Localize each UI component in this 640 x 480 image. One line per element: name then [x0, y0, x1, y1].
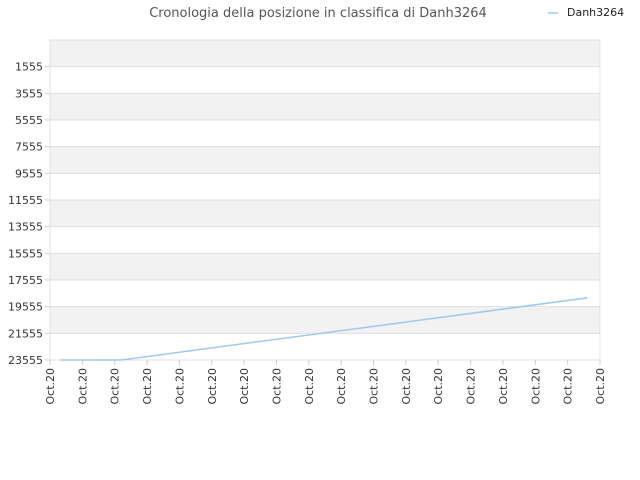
y-tick-label: 21555 — [8, 327, 43, 340]
x-tick-label: Oct.20 — [562, 368, 575, 405]
plot-band — [50, 146, 600, 174]
x-tick-label: Oct.20 — [109, 368, 122, 405]
y-tick-label: 9555 — [15, 167, 43, 180]
y-tick-label: 1555 — [15, 61, 43, 74]
plot-band — [50, 66, 600, 94]
y-tick-label: 13555 — [8, 221, 43, 234]
x-tick-label: Oct.20 — [335, 368, 348, 405]
chart-legend[interactable]: Danh3264 — [548, 6, 624, 19]
x-tick-label: Oct.20 — [368, 368, 381, 405]
x-tick-label: Oct.20 — [529, 368, 542, 405]
plot-band — [50, 200, 600, 227]
x-tick-label: Oct.20 — [400, 368, 413, 405]
plot-band — [50, 306, 600, 334]
plot-band — [50, 253, 600, 280]
y-tick-label: 5555 — [15, 114, 43, 127]
plot-band — [50, 333, 600, 360]
x-tick-label: Oct.20 — [432, 368, 445, 405]
y-tick-label: 17555 — [8, 274, 43, 287]
x-tick-label: Oct.20 — [465, 368, 478, 405]
plot-band — [50, 40, 600, 67]
x-tick-label: Oct.20 — [270, 368, 283, 405]
plot-background-bands — [50, 40, 600, 360]
plot-band — [50, 173, 600, 200]
x-tick-label: Oct.20 — [238, 368, 251, 405]
x-tick-label: Oct.20 — [497, 368, 510, 405]
x-tick-label: Oct.20 — [141, 368, 154, 405]
x-tick-label: Oct.20 — [44, 368, 57, 405]
y-axis: 1555 3555 5555 7555 9555 11555 13555 15555 17555… — [8, 61, 600, 367]
y-tick-label: 19555 — [8, 301, 43, 314]
y-tick-label: 15555 — [8, 247, 43, 260]
series-line-Danh3264 — [59, 297, 588, 361]
plot-band — [50, 226, 600, 254]
plot-band — [50, 280, 600, 307]
y-tick-label: 3555 — [15, 87, 43, 100]
y-tick-label: 11555 — [8, 194, 43, 207]
plot-band — [50, 93, 600, 120]
x-tick-label: Oct.20 — [173, 368, 186, 405]
x-tick-label: Oct.20 — [594, 368, 607, 405]
x-axis: Oct.20 Oct.20 Oct.20 Oct.20 Oct.20 Oct.20 Oct.… — [44, 360, 607, 405]
chart-title: Cronologia della posizione in classifica… — [149, 6, 487, 21]
legend-label: Danh3264 — [567, 6, 624, 19]
y-tick-label: 7555 — [15, 141, 43, 154]
x-tick-label: Oct.20 — [206, 368, 219, 405]
plot-band — [50, 120, 600, 147]
y-tick-label: 23555 — [8, 354, 43, 367]
series-layer — [59, 297, 588, 361]
x-tick-label: Oct.20 — [303, 368, 316, 405]
x-tick-label: Oct.20 — [76, 368, 89, 405]
